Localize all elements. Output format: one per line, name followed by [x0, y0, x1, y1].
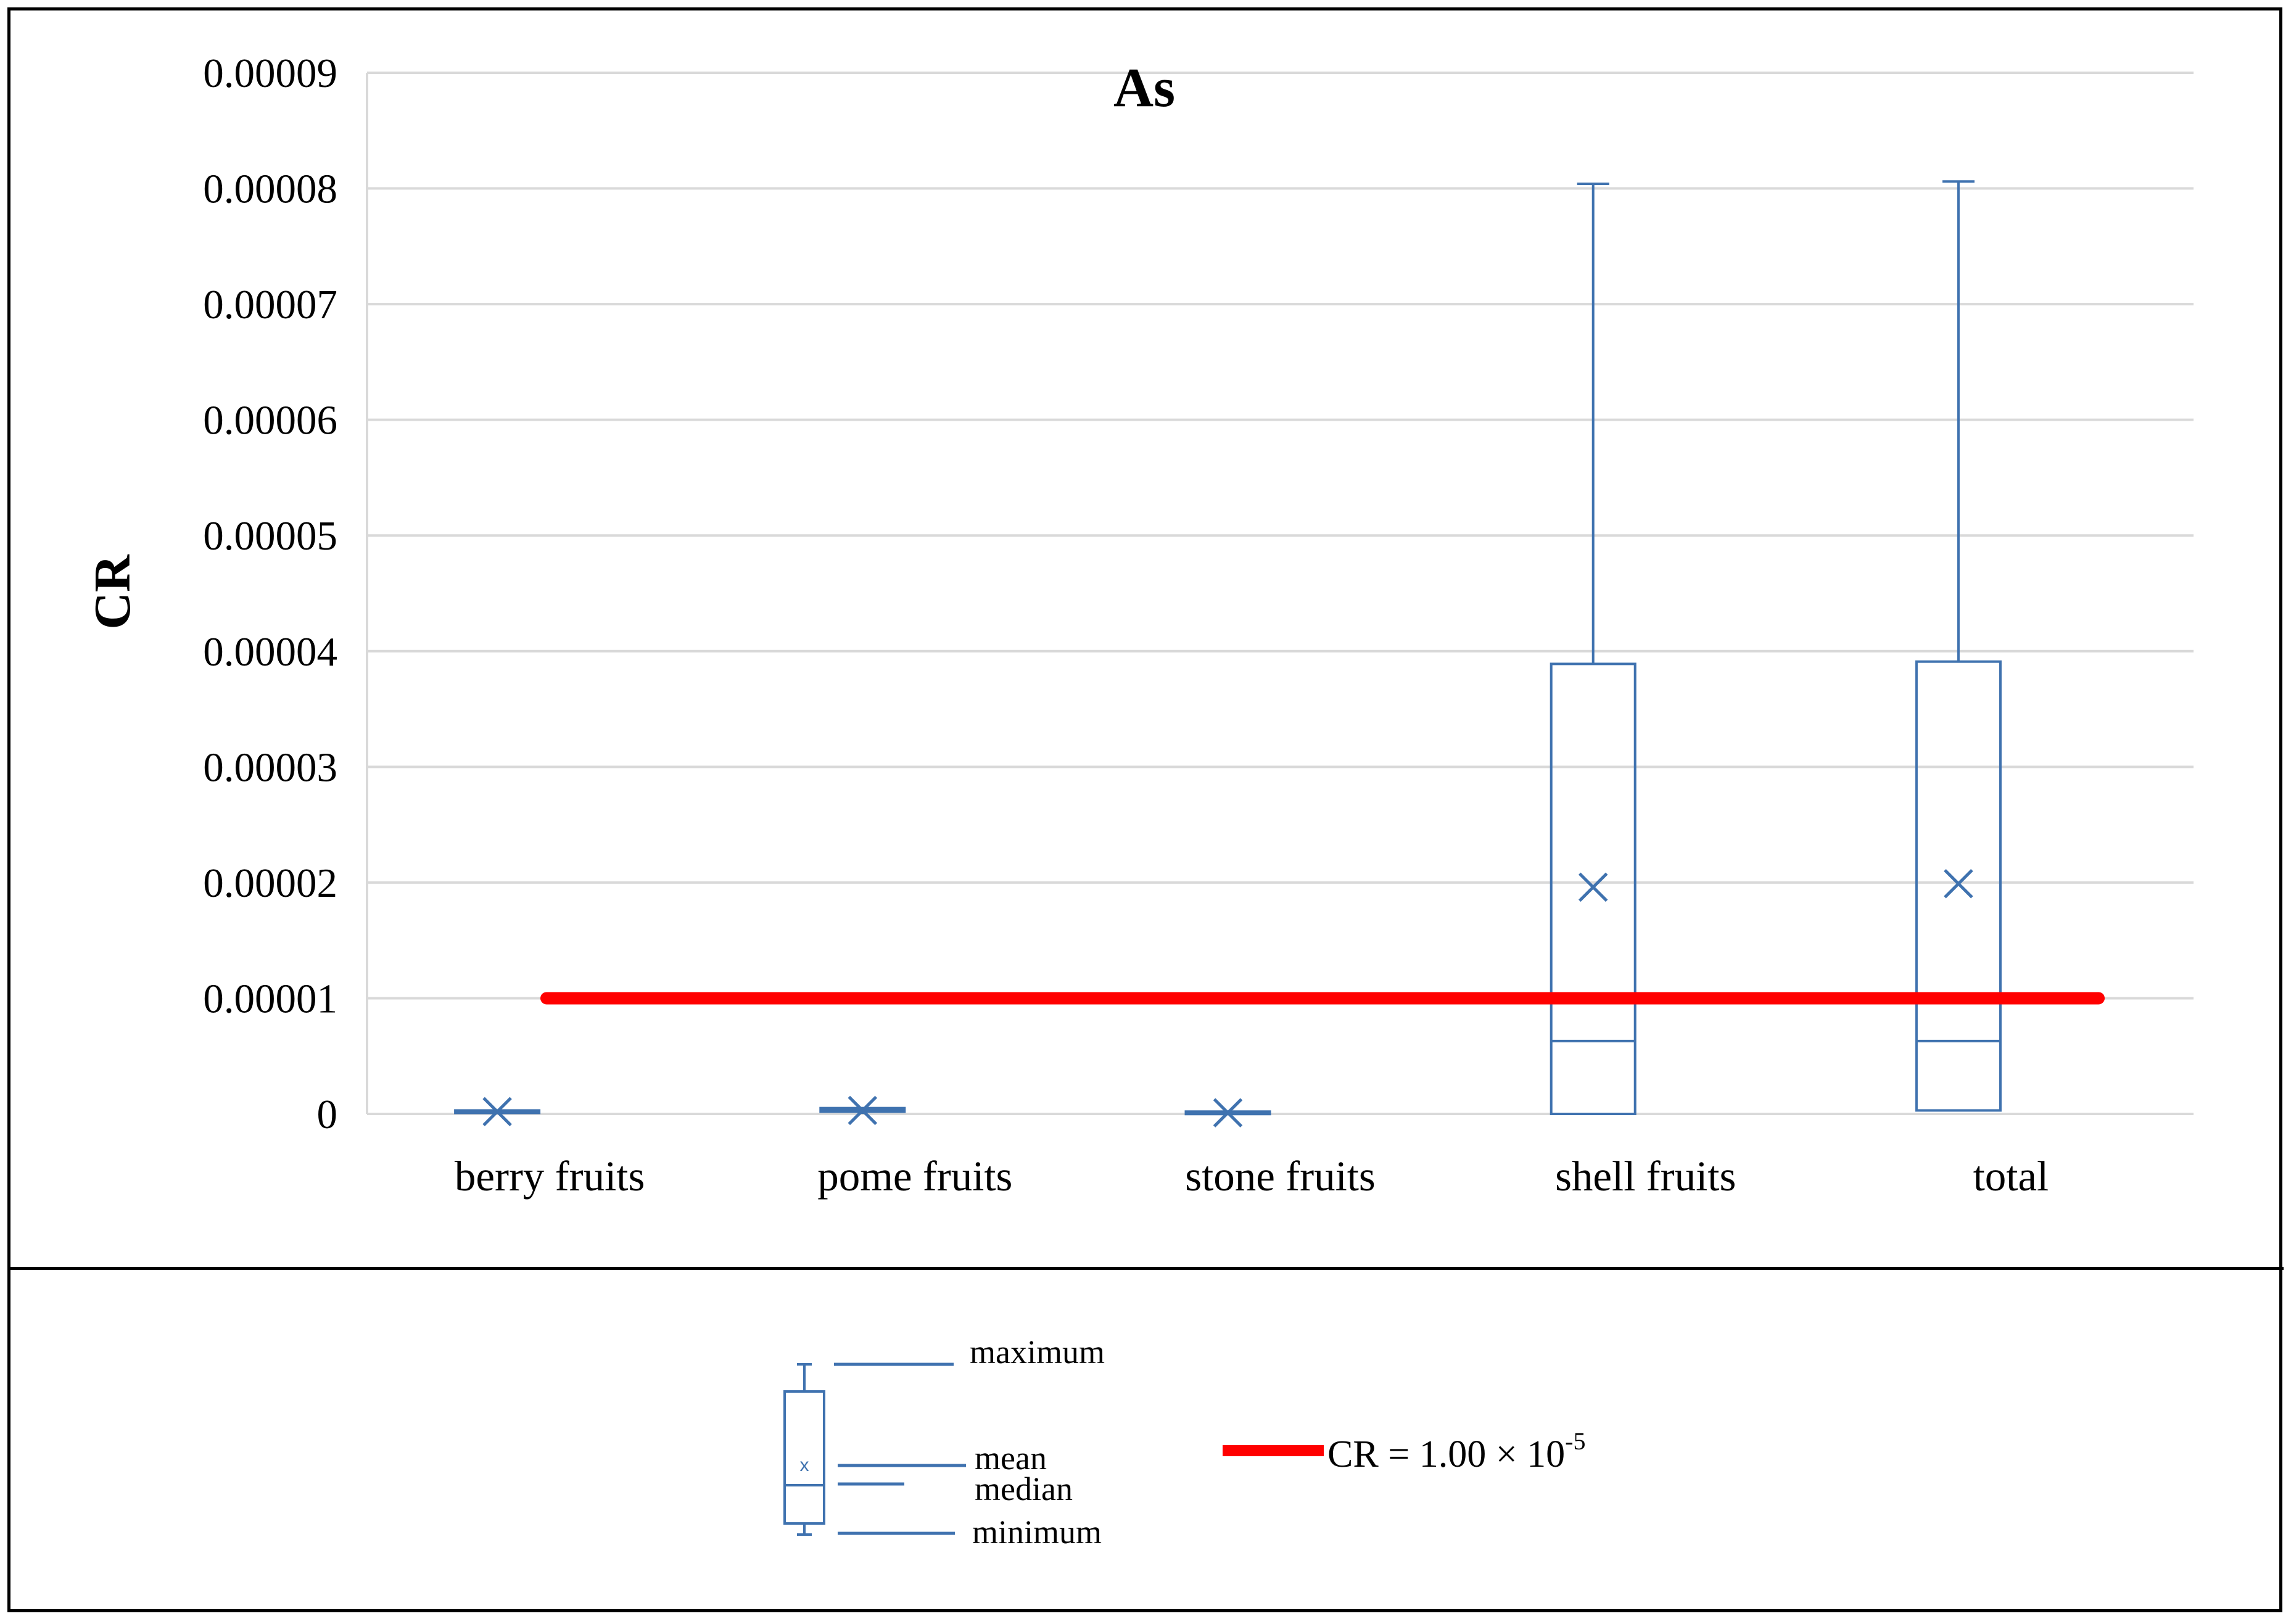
box-1: [819, 1095, 906, 1126]
legend-mean-label: mean: [975, 1440, 1047, 1477]
y-tick-label-4: 0.00004: [203, 629, 337, 675]
legend-divider: [7, 1267, 2284, 1270]
mean-marker-stroke-b-0: [482, 1097, 512, 1127]
box-body-3: [1550, 662, 1637, 1116]
y-tick-label-7: 0.00007: [203, 282, 337, 328]
mean-marker-1: [848, 1095, 878, 1126]
mean-marker-2: [1213, 1098, 1243, 1127]
chart-title: As: [1113, 57, 1175, 118]
y-axis-ticks: 0 0.00001 0.00002 0.00003 0.00004 0.00005 0.00…: [203, 51, 337, 1137]
x-category-label-4: total: [1973, 1153, 2049, 1200]
mean-marker-stroke-b-1: [848, 1095, 878, 1126]
legend-minimum-label: minimum: [972, 1514, 1102, 1551]
y-axis-label: CR: [84, 554, 141, 630]
y-tick-label-6: 0.00006: [203, 398, 337, 443]
y-tick-label-2: 0.00002: [203, 860, 337, 906]
y-tick-label-5: 0.00005: [203, 513, 337, 559]
mean-marker-4: [1944, 868, 1973, 899]
figure-frame: [7, 7, 2282, 1612]
mean-marker-stroke-b-4: [1944, 868, 1973, 899]
mean-marker-stroke-b-3: [1578, 872, 1608, 902]
box-3: [1550, 183, 1637, 1116]
legend-maximum-label: maximum: [970, 1333, 1105, 1371]
box-4: [1915, 180, 2002, 1112]
box-body-4: [1915, 660, 2002, 1112]
legend: x maximum mean median minimum CR = 1.00 …: [783, 1333, 1585, 1551]
y-tick-label-3: 0.00003: [203, 744, 337, 790]
box-2: [1184, 1098, 1271, 1127]
legend-threshold-exponent: -5: [1565, 1427, 1585, 1455]
y-tick-label-8: 0.00008: [203, 167, 337, 212]
grid-lines: [366, 72, 2194, 1115]
box-series: [454, 180, 2002, 1127]
box-0: [454, 1097, 541, 1127]
legend-mean-marker: x: [800, 1455, 809, 1475]
y-tick-label-9: 0.00009: [203, 51, 337, 96]
legend-median-label: median: [975, 1470, 1073, 1507]
y-tick-label-1: 0.00001: [203, 976, 337, 1021]
x-category-label-2: stone fruits: [1185, 1153, 1376, 1200]
legend-threshold-label: CR = 1.00 × 10-5: [1327, 1427, 1585, 1475]
mean-marker-0: [482, 1097, 512, 1127]
legend-threshold-mantissa: 1.00 × 10: [1419, 1433, 1565, 1475]
x-category-label-1: pome fruits: [817, 1153, 1012, 1200]
mean-marker-stroke-b-2: [1213, 1098, 1243, 1127]
legend-threshold-prefix: CR =: [1327, 1433, 1419, 1475]
legend-box-glyph: x: [783, 1363, 825, 1536]
x-category-label-3: shell fruits: [1555, 1153, 1736, 1200]
x-axis-categories: berry fruits pome fruits stone fruits shell…: [455, 1153, 2049, 1200]
y-tick-label-0: 0: [317, 1092, 338, 1137]
x-category-label-0: berry fruits: [455, 1153, 645, 1200]
mean-marker-3: [1578, 872, 1608, 902]
